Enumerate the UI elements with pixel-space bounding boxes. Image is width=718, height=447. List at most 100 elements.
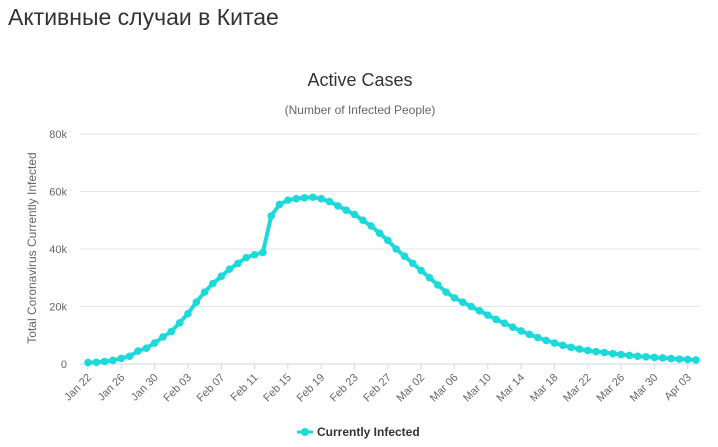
data-point[interactable] bbox=[608, 349, 617, 358]
y-tick-label: 0 bbox=[61, 359, 67, 371]
data-point[interactable] bbox=[359, 216, 367, 225]
data-point[interactable] bbox=[592, 347, 600, 356]
data-point[interactable] bbox=[167, 327, 176, 336]
data-point[interactable] bbox=[492, 315, 500, 324]
data-point[interactable] bbox=[442, 288, 450, 296]
data-point[interactable] bbox=[184, 309, 192, 318]
data-point[interactable] bbox=[350, 210, 359, 219]
data-point[interactable] bbox=[375, 229, 384, 237]
legend-marker bbox=[301, 428, 309, 436]
data-point[interactable] bbox=[675, 355, 684, 363]
data-point[interactable] bbox=[200, 288, 209, 296]
data-point[interactable] bbox=[500, 319, 509, 327]
data-point[interactable] bbox=[392, 245, 400, 253]
legend[interactable]: Currently Infected bbox=[297, 425, 420, 439]
data-point[interactable] bbox=[625, 351, 634, 360]
x-tick-label: Mar 22 bbox=[561, 372, 594, 405]
data-point[interactable] bbox=[367, 222, 375, 230]
y-tick-label: 40k bbox=[49, 244, 67, 256]
data-point[interactable] bbox=[159, 333, 167, 341]
chart-subtitle: (Number of Infected People) bbox=[285, 103, 436, 117]
x-tick-label: Jan 22 bbox=[62, 372, 94, 404]
data-point[interactable] bbox=[342, 206, 350, 214]
data-point[interactable] bbox=[84, 358, 92, 367]
x-tick-label: Feb 11 bbox=[229, 372, 261, 404]
data-point[interactable] bbox=[242, 253, 251, 262]
data-point[interactable] bbox=[667, 354, 675, 363]
data-point[interactable] bbox=[692, 356, 700, 364]
data-point[interactable] bbox=[225, 265, 234, 273]
y-tick-label: 80k bbox=[49, 129, 67, 141]
x-tick-label: Mar 18 bbox=[528, 372, 561, 405]
data-point[interactable] bbox=[475, 307, 484, 315]
data-point[interactable] bbox=[267, 212, 276, 220]
data-point[interactable] bbox=[525, 330, 534, 339]
data-point[interactable] bbox=[583, 346, 592, 355]
data-point[interactable] bbox=[642, 353, 650, 361]
data-point[interactable] bbox=[517, 327, 525, 335]
data-point[interactable] bbox=[650, 353, 659, 362]
data-point[interactable] bbox=[533, 333, 542, 342]
data-point[interactable] bbox=[284, 196, 292, 204]
data-point[interactable] bbox=[542, 336, 550, 345]
y-tick-label: 60k bbox=[49, 187, 67, 199]
x-tick-label: Mar 06 bbox=[428, 372, 461, 405]
data-point[interactable] bbox=[558, 341, 567, 350]
data-point[interactable] bbox=[134, 347, 142, 355]
x-axis-ticks: Jan 22 Jan 26 Jan 30 Feb 03 Feb 07 Feb 11 Feb … bbox=[62, 364, 694, 404]
data-point[interactable] bbox=[683, 355, 692, 364]
page-heading: Активные случаи в Китае bbox=[8, 4, 279, 30]
data-point[interactable] bbox=[417, 266, 425, 275]
data-point[interactable] bbox=[633, 352, 642, 361]
data-point[interactable] bbox=[192, 298, 201, 306]
data-point[interactable] bbox=[600, 348, 609, 357]
y-tick-label: 20k bbox=[49, 302, 67, 314]
series-currently-infected bbox=[84, 193, 700, 367]
data-point[interactable] bbox=[458, 298, 467, 306]
data-point[interactable] bbox=[317, 194, 326, 203]
data-point[interactable] bbox=[275, 200, 284, 209]
x-tick-label: Jan 26 bbox=[96, 372, 128, 404]
data-point[interactable] bbox=[209, 279, 217, 288]
data-point[interactable] bbox=[217, 272, 226, 281]
data-point[interactable] bbox=[175, 319, 184, 327]
data-point[interactable] bbox=[292, 194, 301, 203]
data-point[interactable] bbox=[117, 354, 126, 363]
data-point[interactable] bbox=[109, 356, 117, 365]
data-point[interactable] bbox=[483, 311, 492, 319]
data-point[interactable] bbox=[150, 339, 159, 347]
data-point[interactable] bbox=[425, 273, 434, 282]
x-tick-label: Feb 15 bbox=[261, 372, 294, 405]
data-point[interactable] bbox=[259, 248, 267, 257]
data-point[interactable] bbox=[300, 194, 309, 202]
data-point[interactable] bbox=[142, 344, 151, 352]
data-point[interactable] bbox=[467, 302, 475, 311]
data-point[interactable] bbox=[250, 250, 259, 259]
data-point[interactable] bbox=[550, 339, 559, 347]
data-point[interactable] bbox=[234, 259, 242, 268]
grid-lines bbox=[80, 133, 700, 365]
x-tick-label: Mar 30 bbox=[628, 372, 661, 405]
data-point[interactable] bbox=[567, 343, 575, 352]
x-tick-label: Feb 23 bbox=[328, 372, 361, 405]
x-tick-label: Feb 27 bbox=[361, 372, 394, 405]
x-tick-label: Feb 07 bbox=[195, 372, 228, 405]
data-point[interactable] bbox=[92, 358, 101, 367]
x-tick-label: Mar 10 bbox=[461, 372, 494, 405]
data-point[interactable] bbox=[400, 252, 409, 260]
data-point[interactable] bbox=[409, 259, 417, 268]
data-point[interactable] bbox=[325, 197, 334, 206]
data-point[interactable] bbox=[100, 357, 109, 366]
data-point[interactable] bbox=[334, 202, 342, 210]
data-point[interactable] bbox=[658, 354, 667, 362]
data-point[interactable] bbox=[450, 294, 459, 302]
data-point[interactable] bbox=[434, 281, 442, 289]
data-point[interactable] bbox=[125, 352, 134, 361]
data-point[interactable] bbox=[384, 236, 392, 245]
data-point[interactable] bbox=[575, 345, 584, 353]
data-point[interactable] bbox=[508, 323, 517, 332]
data-point[interactable] bbox=[617, 350, 625, 359]
legend-label: Currently Infected bbox=[317, 425, 420, 439]
data-point[interactable] bbox=[309, 193, 317, 202]
